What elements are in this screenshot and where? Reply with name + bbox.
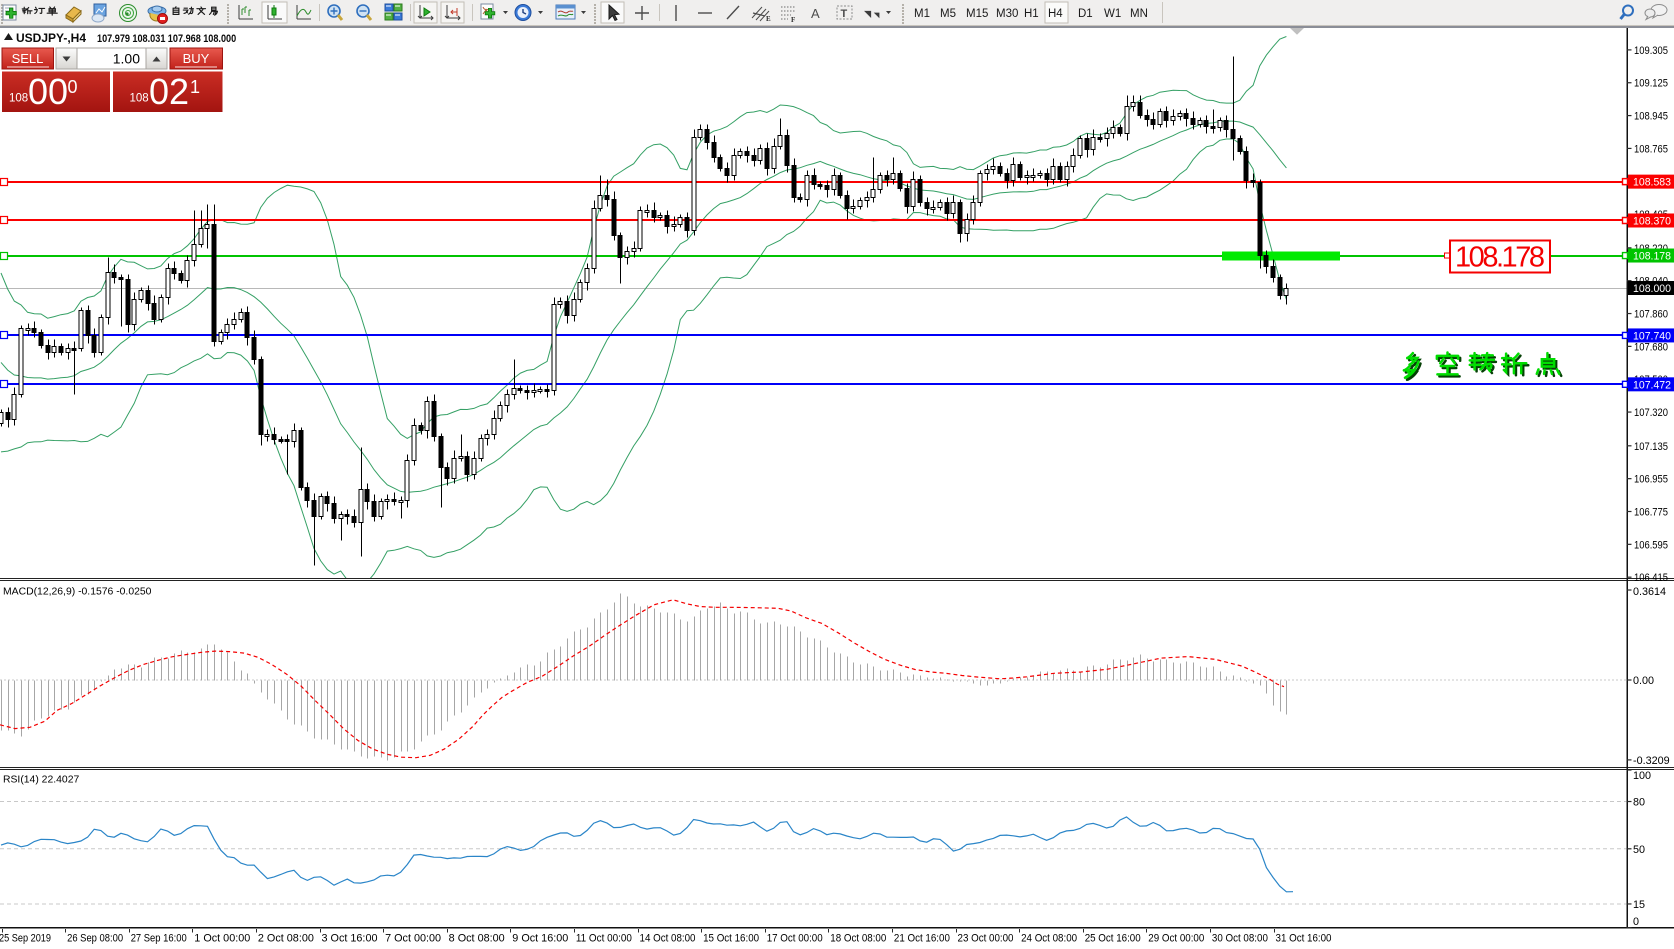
svg-text:MACD(12,26,9) -0.1576 -0.0250: MACD(12,26,9) -0.1576 -0.0250	[3, 587, 152, 598]
svg-text:106.775: 106.775	[1634, 506, 1668, 518]
svg-text:RSI(14) 22.4027: RSI(14) 22.4027	[3, 775, 79, 786]
svg-text:107.740: 107.740	[1633, 330, 1671, 342]
svg-text:MN: MN	[1130, 8, 1148, 20]
svg-text:25 Oct 16:00: 25 Oct 16:00	[1085, 933, 1141, 945]
svg-text:109.125: 109.125	[1634, 78, 1668, 90]
svg-text:27 Sep 16:00: 27 Sep 16:00	[131, 933, 187, 945]
svg-text:108.945: 108.945	[1634, 111, 1668, 123]
svg-text:108.031: 108.031	[132, 33, 165, 45]
svg-text:M1: M1	[914, 8, 930, 20]
svg-text:108: 108	[9, 93, 28, 105]
svg-text:3 Oct 16:00: 3 Oct 16:00	[322, 933, 378, 945]
svg-text:-0.3209: -0.3209	[1633, 755, 1670, 767]
svg-text:108.178: 108.178	[1633, 251, 1671, 263]
svg-text:29 Oct 00:00: 29 Oct 00:00	[1148, 933, 1204, 945]
svg-text:15 Oct 16:00: 15 Oct 16:00	[703, 933, 759, 945]
svg-text:107.135: 107.135	[1634, 441, 1668, 453]
svg-text:1: 1	[190, 77, 200, 97]
svg-text:50: 50	[1633, 844, 1645, 856]
svg-text:D1: D1	[1078, 8, 1093, 20]
svg-text:31 Oct 16:00: 31 Oct 16:00	[1276, 933, 1332, 945]
svg-text:107.979: 107.979	[97, 33, 130, 45]
svg-text:80: 80	[1633, 797, 1645, 809]
svg-text:M30: M30	[996, 8, 1018, 20]
svg-text:0: 0	[1633, 916, 1639, 928]
svg-text:00: 00	[28, 71, 68, 112]
svg-text:A: A	[811, 6, 820, 21]
svg-text:18 Oct 08:00: 18 Oct 08:00	[830, 933, 886, 945]
svg-text:107.472: 107.472	[1633, 379, 1671, 391]
svg-text:26 Sep 08:00: 26 Sep 08:00	[67, 933, 123, 945]
svg-text:107.968: 107.968	[168, 33, 201, 45]
svg-text:F: F	[791, 16, 795, 24]
svg-text:106.595: 106.595	[1634, 539, 1668, 551]
svg-text:0: 0	[68, 77, 78, 97]
svg-text:0.00: 0.00	[1633, 675, 1654, 687]
svg-text:108: 108	[130, 93, 149, 105]
svg-text:108.583: 108.583	[1633, 177, 1671, 189]
svg-text:108.370: 108.370	[1633, 215, 1671, 227]
svg-text:0.3614: 0.3614	[1633, 586, 1666, 598]
svg-text:14 Oct 08:00: 14 Oct 08:00	[640, 933, 696, 945]
svg-text:E: E	[766, 15, 771, 23]
svg-text:24 Oct 08:00: 24 Oct 08:00	[1021, 933, 1077, 945]
svg-text:M5: M5	[940, 8, 956, 20]
svg-text:21 Oct 16:00: 21 Oct 16:00	[894, 933, 950, 945]
svg-text:1 Oct 00:00: 1 Oct 00:00	[194, 933, 250, 945]
svg-text:7 Oct 00:00: 7 Oct 00:00	[385, 933, 441, 945]
svg-text:107.680: 107.680	[1634, 341, 1668, 353]
svg-text:108.000: 108.000	[203, 33, 236, 45]
svg-text:109.305: 109.305	[1634, 45, 1668, 57]
svg-text:106.955: 106.955	[1634, 474, 1668, 486]
svg-text:8 Oct 08:00: 8 Oct 08:00	[449, 933, 505, 945]
svg-text:106.415: 106.415	[1634, 572, 1668, 584]
svg-text:107.320: 107.320	[1634, 407, 1668, 419]
svg-text:11 Oct 00:00: 11 Oct 00:00	[576, 933, 632, 945]
svg-text:H4: H4	[1048, 8, 1063, 20]
svg-text:30 Oct 08:00: 30 Oct 08:00	[1212, 933, 1268, 945]
svg-text:100: 100	[1633, 770, 1651, 782]
svg-text:9 Oct 16:00: 9 Oct 16:00	[512, 933, 568, 945]
svg-text:BUY: BUY	[183, 51, 210, 66]
svg-text:USDJPY-,H4: USDJPY-,H4	[16, 31, 86, 45]
svg-text:SELL: SELL	[12, 51, 44, 66]
svg-text:H1: H1	[1024, 8, 1039, 20]
svg-text:23 Oct 00:00: 23 Oct 00:00	[958, 933, 1014, 945]
svg-text:W1: W1	[1104, 8, 1121, 20]
svg-text:108.178: 108.178	[1455, 242, 1545, 274]
svg-text:15: 15	[1633, 899, 1645, 911]
svg-text:108.765: 108.765	[1634, 143, 1668, 155]
svg-text:T: T	[841, 8, 848, 20]
svg-text:1.00: 1.00	[113, 51, 140, 67]
svg-text:107.860: 107.860	[1634, 309, 1668, 321]
svg-text:2 Oct 08:00: 2 Oct 08:00	[258, 933, 314, 945]
svg-text:M15: M15	[966, 8, 988, 20]
svg-text:25 Sep 2019: 25 Sep 2019	[0, 933, 51, 945]
svg-text:17 Oct 00:00: 17 Oct 00:00	[767, 933, 823, 945]
svg-text:02: 02	[149, 71, 189, 112]
svg-text:108.000: 108.000	[1633, 283, 1671, 295]
